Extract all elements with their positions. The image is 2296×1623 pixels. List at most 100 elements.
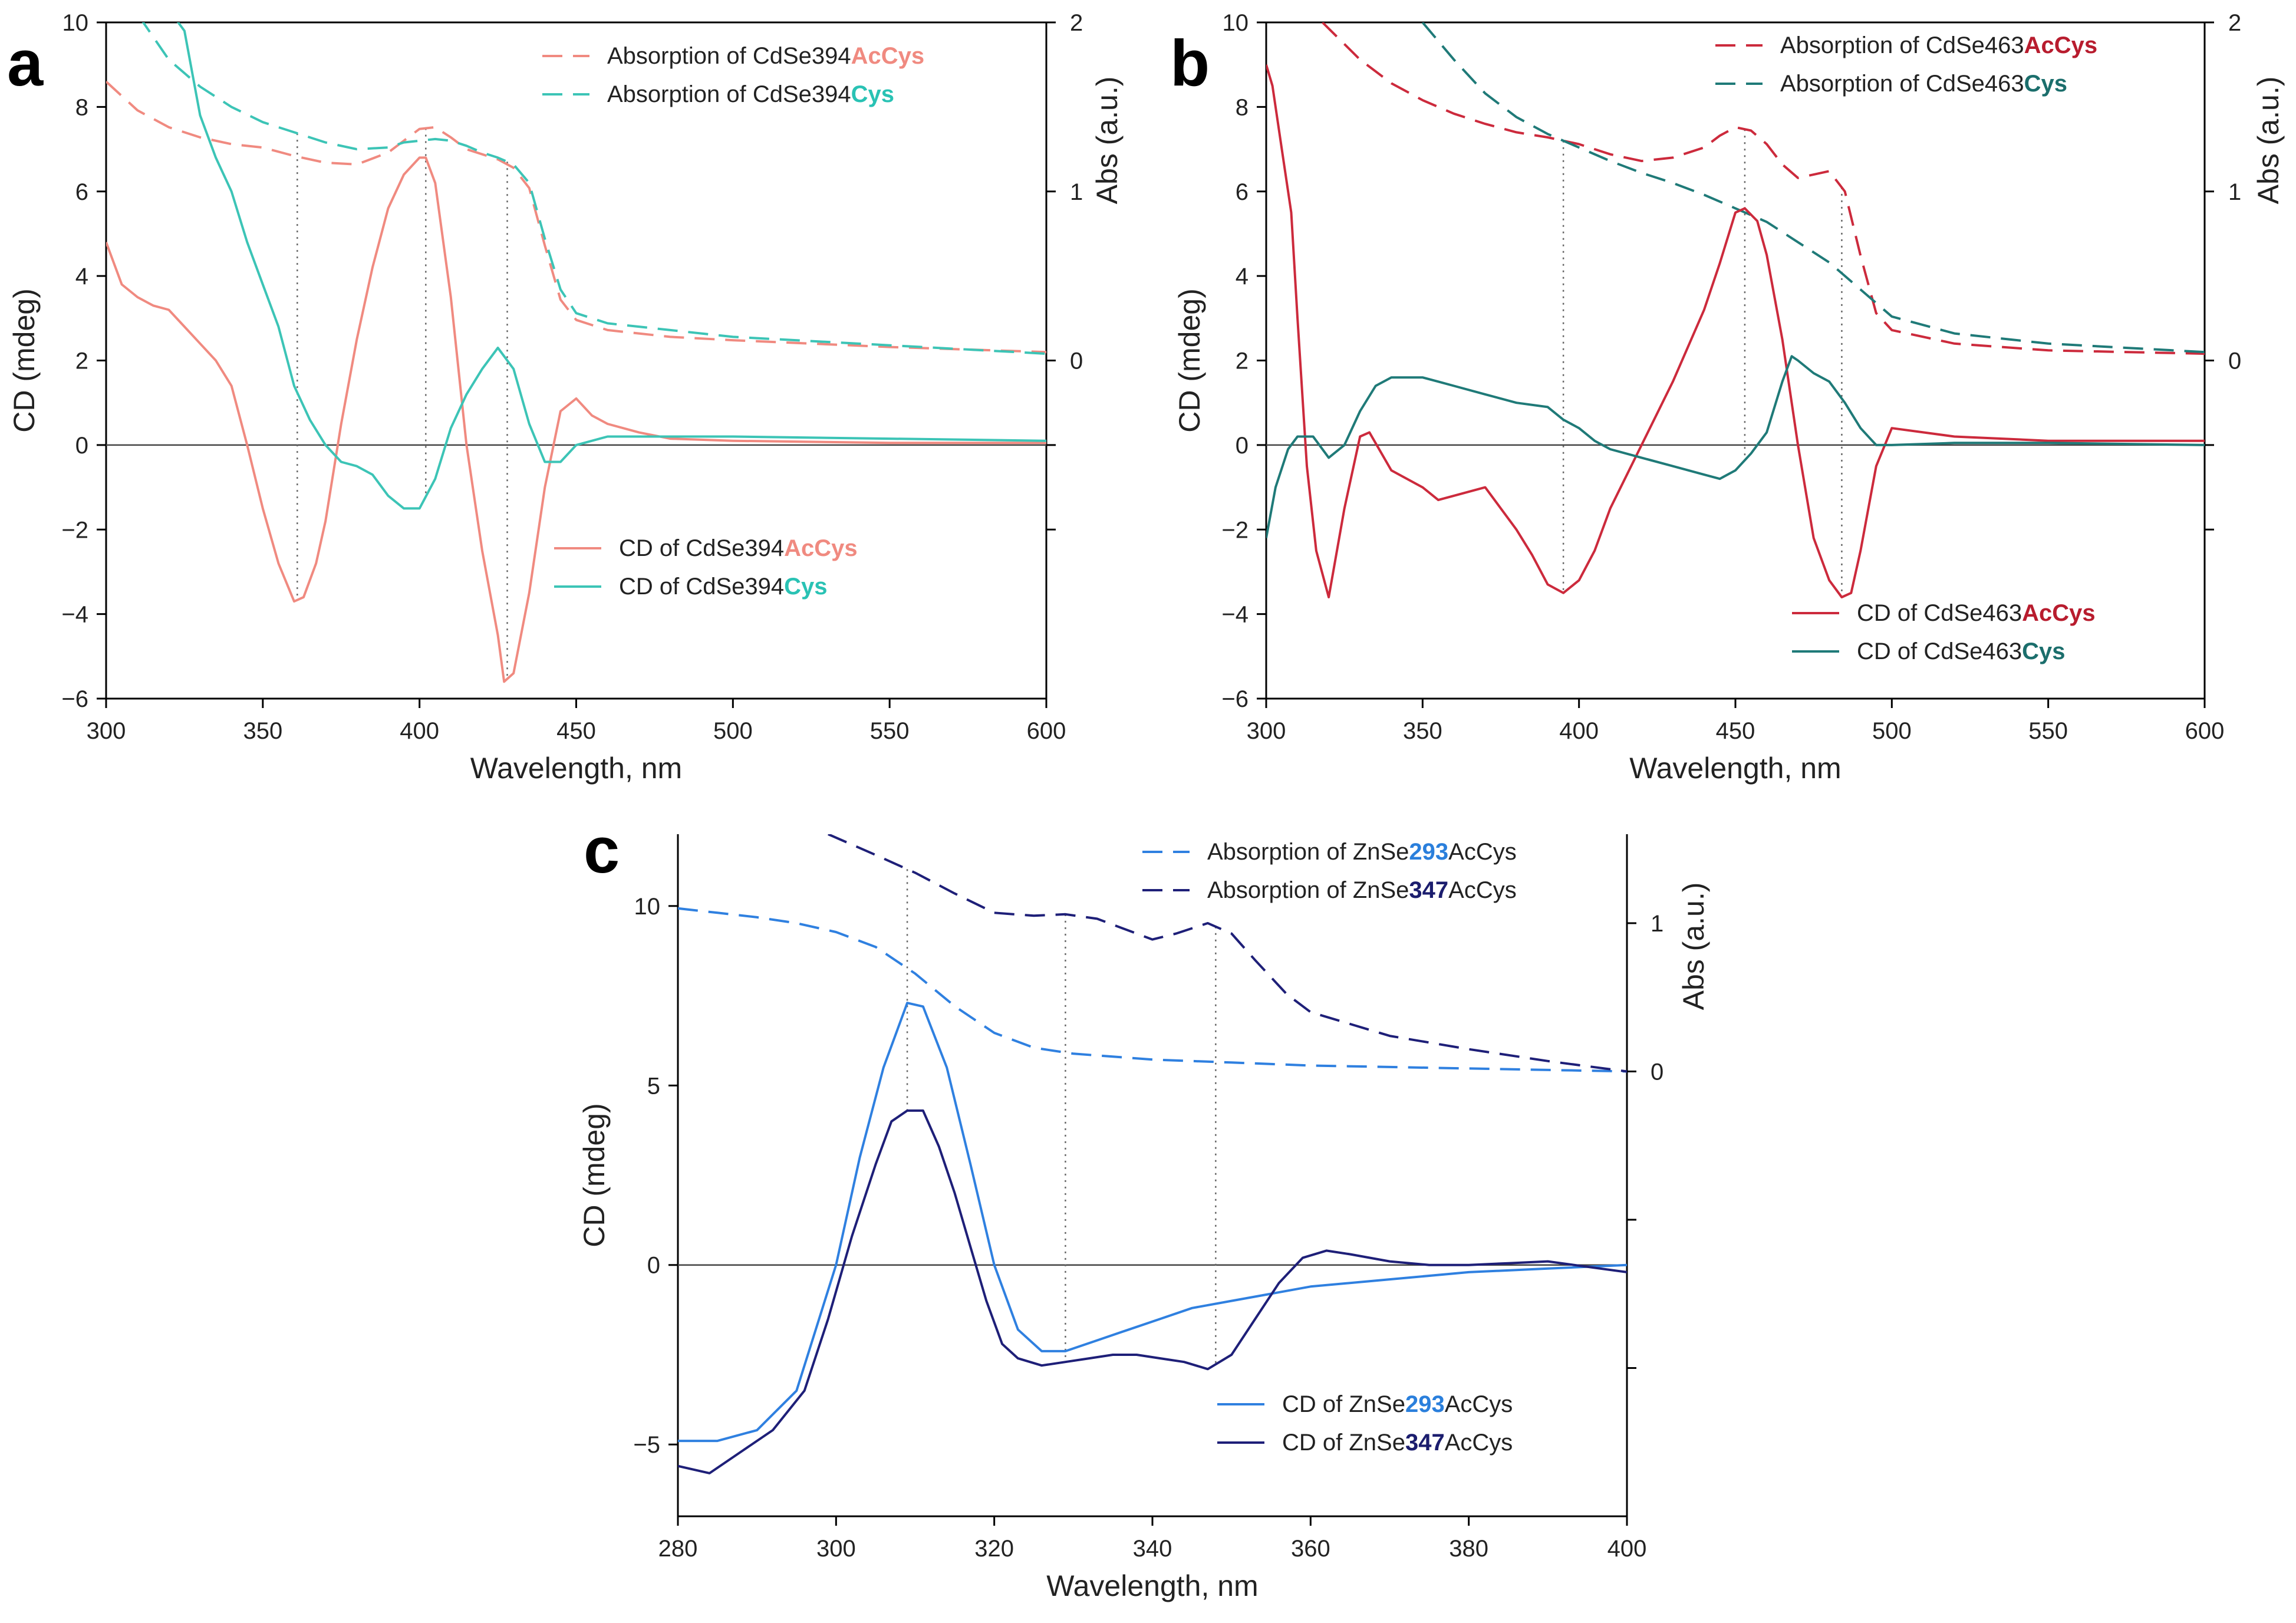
legend-label-base: Absorption of CdSe463 [1780,71,2024,97]
y-tick-label: −5 [633,1432,660,1458]
legend-label-suffix: AcCys [1448,877,1517,903]
y-tick-label: 6 [75,179,88,205]
legend-label-emph: 347 [1405,1430,1445,1456]
y2-axis-title: Abs (a.u.) [2252,77,2285,205]
y-tick-label: 4 [75,264,88,289]
legend-label-emph: 293 [1405,1391,1445,1417]
y-tick-label: −4 [61,602,88,628]
y-tick-label: 4 [1236,264,1249,289]
x-axis-title: Wavelength, nm [1629,752,1841,785]
y-tick-label: 10 [634,894,661,920]
legend-label: Absorption of CdSe394Cys [607,81,894,107]
x-tick-label: 450 [1716,718,1755,744]
panel-letter: c [584,814,620,887]
legend-label: Absorption of ZnSe293AcCys [1207,839,1517,865]
y-tick-label: 10 [62,10,89,36]
legend-label: CD of CdSe394Cys [619,574,828,600]
y-tick-label: −2 [61,517,88,543]
x-tick-label: 500 [713,718,753,744]
legend-label-emph: AcCys [784,535,858,561]
y-tick-label: 8 [75,94,88,120]
legend-label-base: CD of CdSe394 [619,574,784,600]
x-tick-label: 500 [1872,718,1912,744]
y-tick-label: −2 [1221,517,1249,543]
legend-label-base: CD of ZnSe [1282,1430,1405,1456]
series-group [678,834,1627,1474]
x-tick-label: 350 [243,718,282,744]
x-tick-label: 400 [1559,718,1599,744]
cd-line-3 [1266,355,2205,538]
y2-tick-label: 0 [1070,348,1083,374]
x-tick-label: 380 [1449,1536,1488,1562]
cd-line-2 [106,156,1046,683]
legend-label-suffix: AcCys [1448,839,1517,865]
legend-label: CD of CdSe394AcCys [619,535,858,561]
y2-tick-label: 0 [1651,1059,1663,1085]
cd-line-3 [678,1109,1627,1474]
x-tick-label: 300 [816,1536,856,1562]
legend-label-base: Absorption of CdSe463 [1780,32,2024,58]
y-axis-title: CD (mdeg) [578,1103,611,1247]
legend-label-emph: AcCys [851,43,925,69]
absorption-line-1 [828,834,1627,1073]
legend-label-base: Absorption of CdSe394 [607,43,851,69]
legend-label-emph: Cys [2024,71,2067,97]
panel-letter: b [1170,27,1210,100]
legend-label-emph: AcCys [2024,32,2098,58]
y-tick-label: 2 [1236,348,1249,374]
legend-label-base: Absorption of ZnSe [1207,877,1409,903]
y-tick-label: 0 [1236,433,1249,459]
y2-tick-label: 2 [2228,10,2241,36]
x-tick-label: 600 [1027,718,1066,744]
y2-tick-label: 1 [2228,179,2241,205]
legend-label: Absorption of CdSe394AcCys [607,43,924,69]
y2-tick-label: 0 [2228,348,2241,374]
y-tick-label: 5 [647,1073,660,1099]
legend-label-emph: Cys [851,81,894,107]
panel-a: a 300 350 400 450 500 550 600 −6 −4 −2 0 2 4 6 8 10 0 1 2 Wa… [7,10,1124,785]
legend-label: Absorption of CdSe463AcCys [1780,32,2097,58]
y-tick-label: 10 [1223,10,1249,36]
x-tick-label: 340 [1133,1536,1172,1562]
x-tick-label: 400 [1607,1536,1647,1562]
absorption-line-0 [1322,22,2205,355]
y-tick-label: −6 [1221,686,1249,712]
legend-label: CD of ZnSe347AcCys [1282,1430,1513,1456]
x-tick-label: 550 [870,718,910,744]
panel-b: b 300 350 400 450 500 550 600 −6 −4 −2 0 2 4 6 8 10 0 1 2 Wa… [1170,10,2285,785]
x-tick-label: 400 [400,718,439,744]
y-tick-label: −4 [1221,602,1249,628]
x-tick-label: 350 [1403,718,1442,744]
y-tick-label: −6 [61,686,88,712]
absorption-line-1 [1421,22,2205,354]
y-tick-label: 2 [75,348,88,374]
legend-label-emph: 293 [1409,839,1448,865]
legend-label: CD of ZnSe293AcCys [1282,1391,1513,1417]
y2-tick-label: 1 [1651,911,1663,937]
legend-label-base: Absorption of CdSe394 [607,81,851,107]
x-axis-title: Wavelength, nm [1046,1569,1258,1602]
y-tick-label: 6 [1236,179,1249,205]
legend-label-suffix: AcCys [1445,1391,1513,1417]
absorption-line-0 [106,80,1046,354]
y-axis-title: CD (mdeg) [8,288,41,432]
x-tick-label: 300 [1247,718,1286,744]
y-tick-label: 0 [647,1253,660,1279]
legend-label: Absorption of ZnSe347AcCys [1207,877,1517,903]
legend-label-base: Absorption of ZnSe [1207,839,1409,865]
legend-label-emph: Cys [784,574,827,600]
cd-line-2 [678,1002,1627,1443]
cd-line-3 [176,22,1046,510]
legend-label-emph: AcCys [2022,600,2096,626]
legend-label-base: CD of ZnSe [1282,1391,1405,1417]
y-tick-label: 0 [75,433,88,459]
series-group [1266,22,2205,598]
legend-label-base: CD of CdSe463 [1857,638,2022,664]
legend-label-emph: 347 [1409,877,1448,903]
x-tick-label: 600 [2185,718,2225,744]
legend-label: CD of CdSe463Cys [1857,638,2066,664]
legend-label-base: CD of CdSe463 [1857,600,2022,626]
x-tick-label: 450 [556,718,596,744]
y2-tick-label: 1 [1070,179,1083,205]
